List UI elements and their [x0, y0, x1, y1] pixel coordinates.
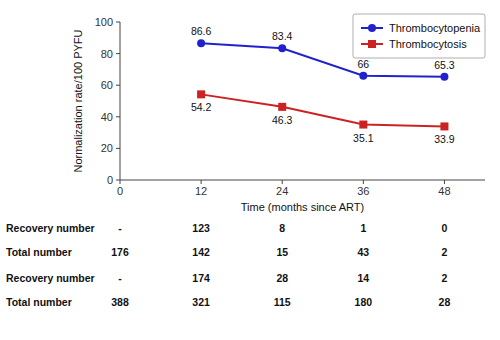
x-tick-label: 48: [438, 185, 450, 197]
y-tick: [116, 53, 120, 54]
table-cell: -: [118, 222, 122, 234]
chart: 012243648020406080100Time (months since …: [0, 0, 500, 340]
series-point: [278, 44, 286, 52]
table-cell: 180: [355, 296, 373, 308]
table-cell: 28: [439, 296, 451, 308]
y-tick-label: 100: [95, 16, 113, 28]
legend-marker: [368, 24, 376, 32]
table-row-label: Recovery number: [6, 222, 95, 234]
table-cell: 2: [442, 272, 448, 284]
y-tick: [116, 180, 120, 181]
x-tick: [444, 180, 445, 184]
series-point: [359, 72, 367, 80]
legend-marker: [368, 40, 376, 48]
data-label: 66: [357, 58, 369, 70]
x-tick: [363, 180, 364, 184]
y-tick-label: 80: [101, 48, 113, 60]
data-label: 86.6: [191, 25, 212, 37]
x-tick: [120, 180, 121, 184]
series-point: [440, 73, 448, 81]
x-tick-label: 24: [276, 185, 288, 197]
y-tick-label: 60: [101, 79, 113, 91]
table-row-label: Total number: [6, 246, 72, 258]
table-cell: 1: [360, 222, 366, 234]
y-tick-label: 40: [101, 111, 113, 123]
y-tick: [116, 22, 120, 23]
y-axis-line: [120, 22, 121, 180]
legend-label: Thrombocytosis: [389, 38, 467, 50]
data-label: 65.3: [434, 59, 455, 71]
series-point: [197, 39, 205, 47]
table-cell: 388: [111, 296, 129, 308]
table-row-label: Total number: [6, 296, 72, 308]
x-tick-label: 36: [357, 185, 369, 197]
table-cell: 28: [276, 272, 288, 284]
legend-label: Thrombocytopenia: [389, 22, 481, 34]
series-line: [201, 94, 444, 126]
data-label: 33.9: [434, 133, 455, 145]
table-cell: 14: [357, 272, 369, 284]
table-row-label: Recovery number: [6, 272, 95, 284]
table-cell: 115: [274, 296, 291, 308]
x-tick-label: 12: [195, 185, 207, 197]
y-tick: [116, 148, 120, 149]
table-cell: 15: [276, 246, 288, 258]
table-cell: 8: [279, 222, 285, 234]
table-cell: 43: [357, 246, 369, 258]
table-cell: -: [118, 272, 122, 284]
table-cell: 174: [192, 272, 210, 284]
y-tick: [116, 116, 120, 117]
table-cell: 2: [442, 246, 448, 258]
table-cell: 142: [192, 246, 210, 258]
series-point: [440, 122, 448, 130]
y-tick: [116, 85, 120, 86]
x-tick: [201, 180, 202, 184]
x-axis-line: [120, 180, 485, 181]
x-axis-label: Time (months since ART): [241, 201, 364, 213]
table-cell: 176: [111, 246, 129, 258]
table-cell: 0: [442, 222, 448, 234]
series-point: [359, 121, 367, 129]
y-axis-label: Normalization rate/100 PYFU: [72, 29, 84, 172]
legend: Thrombocytopenia Thrombocytosis: [353, 14, 485, 58]
data-label: 35.1: [353, 132, 374, 144]
legend-box: [353, 14, 485, 58]
x-tick: [282, 180, 283, 184]
y-tick-label: 0: [107, 174, 113, 186]
data-label: 46.3: [272, 114, 293, 126]
data-label: 83.4: [272, 30, 293, 42]
data-label: 54.2: [191, 101, 212, 113]
series-point: [278, 103, 286, 111]
y-tick-label: 20: [101, 142, 113, 154]
x-tick-label: 0: [117, 185, 123, 197]
table-cell: 123: [192, 222, 210, 234]
series-point: [197, 90, 205, 98]
table-cell: 321: [192, 296, 210, 308]
